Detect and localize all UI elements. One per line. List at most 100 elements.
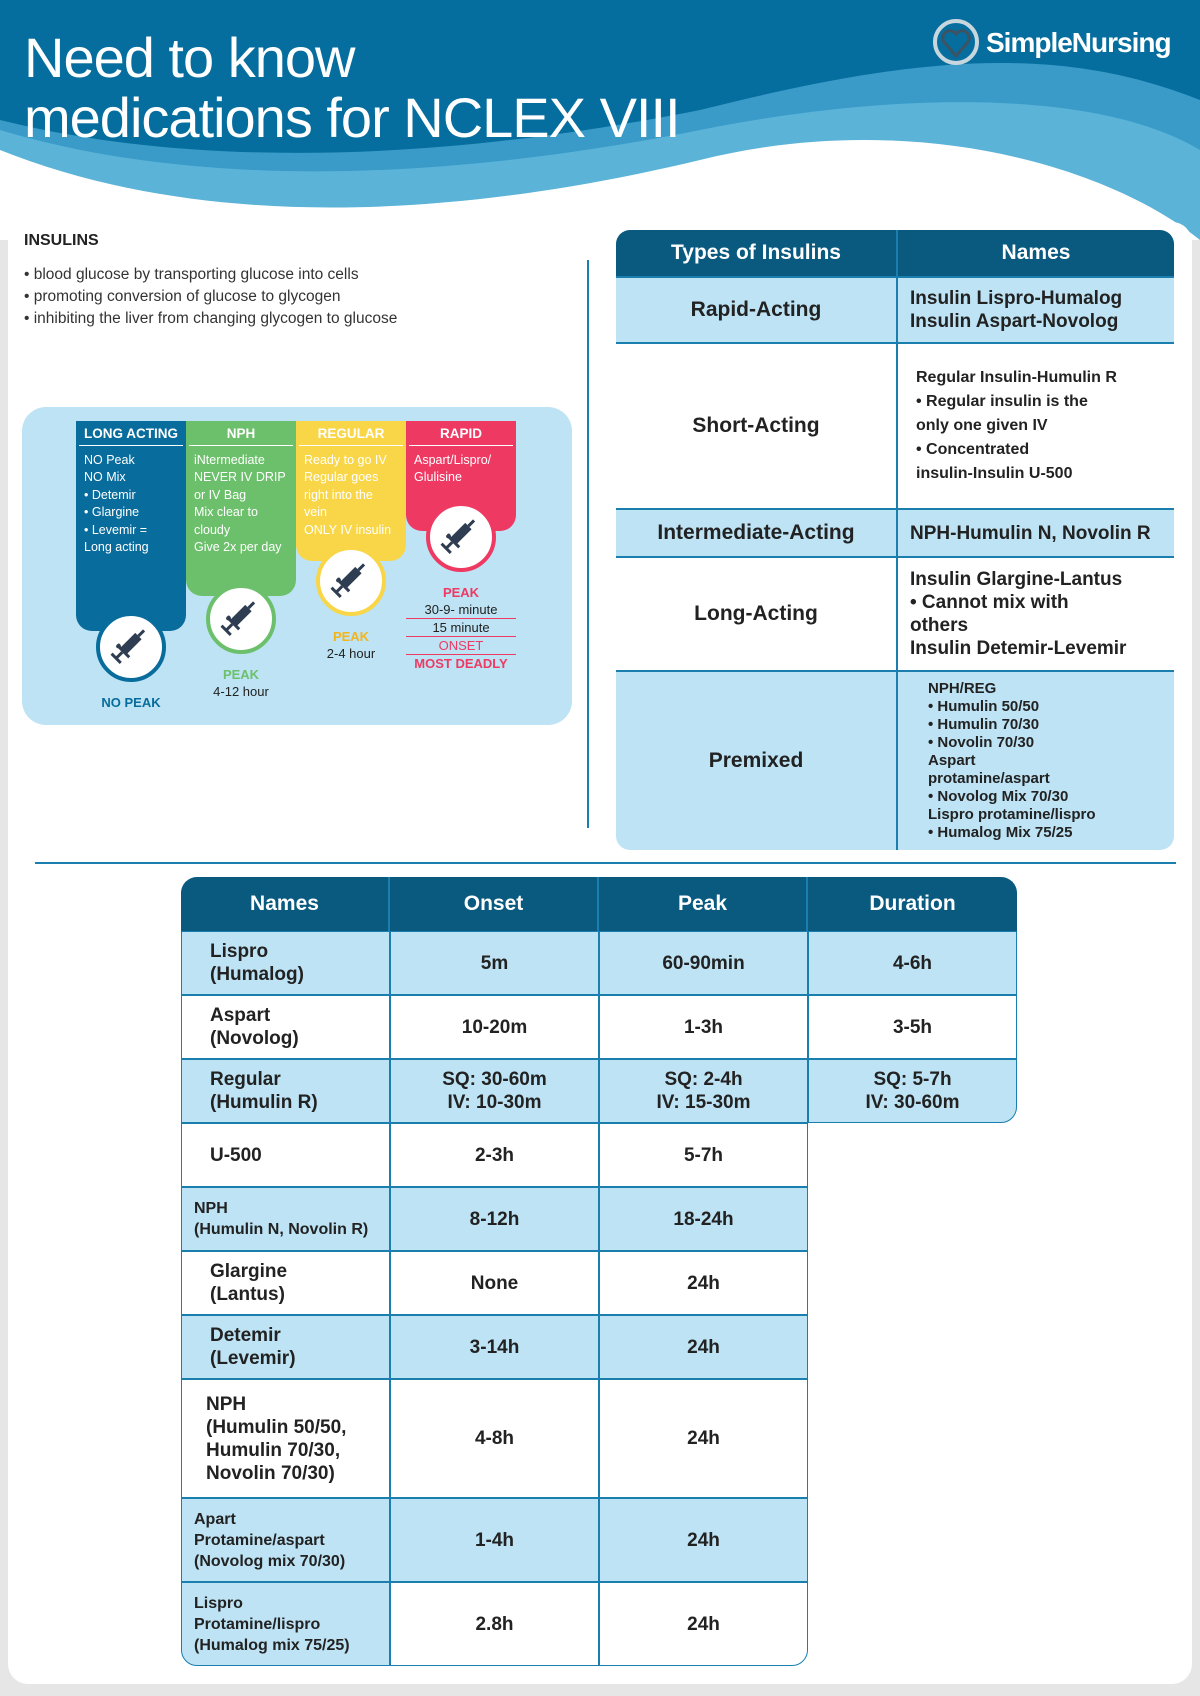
syringe-icon — [316, 546, 386, 616]
peak-cell: 24h — [599, 1251, 808, 1315]
text-line: or IV Bag — [194, 487, 247, 502]
table-row: Lispro Protamine/lispro (Humalog mix 75/25… — [181, 1582, 1017, 1666]
text-line: • Concentrated — [916, 441, 1030, 458]
syringe-icon — [426, 502, 496, 572]
bullet: promoting conversion of glucose to glyco… — [24, 286, 397, 308]
text-line: 60-90min — [662, 952, 745, 974]
text-line: ONLY IV insulin — [304, 522, 392, 537]
table-row: Detemir (Levemir) 3-14h 24h — [181, 1315, 1017, 1379]
empty-cell — [808, 1379, 1017, 1498]
col-header-onset: Onset — [390, 877, 599, 931]
onset-cell: 1-4h — [390, 1498, 599, 1582]
drug-name-cell: Lispro (Humalog) — [181, 931, 390, 995]
text-line: IV: 15-30m — [656, 1092, 751, 1113]
col-header-names: Names — [181, 877, 390, 931]
text-line: None — [470, 1272, 519, 1294]
peak-value: 4-12 hour — [213, 684, 269, 699]
insulin-type: Rapid-Acting — [616, 276, 898, 344]
horizontal-divider — [35, 862, 1176, 864]
text-line: NEVER IV DRIP — [194, 470, 286, 484]
column-title: NPH — [189, 425, 293, 446]
duration-cell: SQ: 5-7h IV: 30-60m — [808, 1059, 1017, 1123]
insulin-names: Insulin Glargine-Lantus • Cannot mix with… — [896, 556, 1174, 672]
drug-name-cell: Regular (Humulin R) — [181, 1059, 390, 1123]
peak-cell: 24h — [599, 1498, 808, 1582]
text-line: Aspart — [210, 1005, 271, 1026]
peak-cell: 18-24h — [599, 1187, 808, 1251]
text-line: Give 2x per day — [194, 540, 282, 554]
empty-cell — [808, 1315, 1017, 1379]
text-line: 18-24h — [673, 1208, 734, 1230]
text-line: iNtermediate — [194, 452, 265, 467]
text-line: Insulin Detemir-Levemir — [910, 638, 1127, 659]
insulin-type: Intermediate-Acting — [616, 508, 898, 558]
peak-label: PEAK — [222, 667, 260, 682]
table-row: Rapid-Acting Insulin Lispro-Humalog Insuli… — [616, 276, 1174, 344]
text-line: Apart — [194, 1510, 236, 1528]
table-row: Regular (Humulin R) SQ: 30-60m IV: 10-30m SQ… — [181, 1059, 1017, 1123]
infographic-column-regular: REGULAR Ready to go IV Regular goes right i… — [296, 421, 406, 561]
insulin-timing-table: Names Onset Peak Duration Lispro (Humalog… — [181, 877, 1017, 1666]
table-row: Glargine (Lantus) None 24h — [181, 1251, 1017, 1315]
text-line: 24h — [687, 1428, 720, 1449]
bullet: inhibiting the liver from changing glyco… — [24, 308, 398, 330]
text-line: (Humulin N, Novolin R) — [194, 1221, 369, 1238]
text-line: (Levemir) — [210, 1348, 296, 1369]
peak-cell: 60-90min — [599, 931, 808, 995]
infographic-column-long-acting: LONG ACTING NO Peak NO Mix • Detemir • Glarg… — [76, 421, 186, 631]
table-row: Lispro (Humalog) 5m 60-90min 4-6h — [181, 931, 1017, 995]
insulin-names: NPH-Humulin N, Novolin R — [896, 508, 1174, 558]
text-line: Detemir — [210, 1325, 281, 1346]
insulins-heading: INSULINS — [24, 232, 99, 249]
onset-cell: 5m — [390, 931, 599, 995]
text-line: Regular — [210, 1069, 281, 1090]
onset-label: ONSET — [406, 636, 516, 654]
col-header-duration: Duration — [808, 877, 1017, 931]
insulins-bullets: blood glucose by transporting glucose in… — [24, 264, 398, 330]
text-line: 24h — [687, 1272, 720, 1294]
insulin-names: Regular Insulin-Humulin R • Regular insul… — [896, 342, 1174, 510]
duration-cell: 4-6h — [808, 931, 1017, 995]
onset-cell: 2-3h — [390, 1123, 599, 1187]
onset-cell: SQ: 30-60m IV: 10-30m — [390, 1059, 599, 1123]
peak-cell: 24h — [599, 1582, 808, 1666]
text-line: • Humalog Mix 75/25 — [928, 824, 1073, 841]
text-line: (Humulin R) — [210, 1092, 318, 1113]
text-line: Protamine/aspart — [194, 1531, 325, 1549]
table-row: U-500 2-3h 5-7h — [181, 1123, 1017, 1187]
text-line: Novolin 70/30) — [206, 1462, 335, 1484]
title-line-1: Need to know — [24, 26, 355, 89]
text-line: • Humulin 70/30 — [928, 716, 1040, 733]
column-notes: Aspart/Lispro/Glulisine — [406, 452, 516, 487]
peak-label: NO PEAK — [101, 695, 161, 710]
text-line: SQ: 5-7h — [873, 1069, 952, 1090]
text-line: cloudy — [194, 522, 231, 537]
duration-cell: 3-5h — [808, 995, 1017, 1059]
text-line: IV: 10-30m — [447, 1092, 542, 1113]
peak-value: 2-4 hour — [326, 646, 376, 661]
text-line: Regular goes — [304, 470, 379, 484]
drug-name-cell: U-500 — [181, 1123, 390, 1187]
drug-name-cell: NPH (Humulin N, Novolin R) — [181, 1187, 390, 1251]
text-line: 10-20m — [461, 1016, 528, 1038]
text-line: 24h — [687, 1336, 720, 1358]
text-line: 4-6h — [892, 952, 933, 974]
peak-cell: 24h — [599, 1315, 808, 1379]
table-row: Short-Acting Regular Insulin-Humulin R • R… — [616, 342, 1174, 510]
text-line: Ready to go IV — [304, 452, 387, 467]
peak-label: PEAK — [332, 629, 370, 644]
text-line: 2.8h — [475, 1613, 514, 1635]
syringe-icon — [206, 584, 276, 654]
text-line: (Novolog mix 70/30) — [194, 1552, 346, 1570]
text-line: only one given IV — [916, 417, 1048, 434]
peak-cell: 5-7h — [599, 1123, 808, 1187]
text-line: • Novolog Mix 70/30 — [928, 788, 1069, 805]
peak-cell: 1-3h — [599, 995, 808, 1059]
text-line: 1-4h — [474, 1529, 515, 1551]
text-line: Protamine/lispro — [194, 1615, 321, 1633]
text-line: others — [910, 615, 969, 636]
text-line: IV: 30-60m — [865, 1092, 960, 1113]
peak-info: PEAK 2-4 hour — [296, 628, 406, 662]
text-line: SQ: 2-4h — [664, 1069, 743, 1090]
table-row: Long-Acting Insulin Glargine-Lantus • Cann… — [616, 556, 1174, 672]
